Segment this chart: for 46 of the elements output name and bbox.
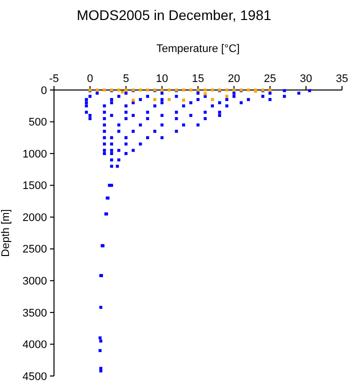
point [246,88,250,92]
y-tick-label: 0 [40,84,47,97]
point [225,94,228,98]
chart-title: MODS2005 in December, 1981 [76,7,272,23]
y-tick-label: 3000 [22,276,47,288]
point [232,88,236,92]
y-tick-label: 1500 [22,180,47,192]
point [120,90,124,94]
point [117,88,120,92]
y-tick-label: 4000 [22,339,47,352]
point [160,88,164,92]
y-tick-label: 1000 [22,148,47,160]
x-tick-label: -5 [49,73,59,85]
point [189,88,192,92]
point [182,88,186,92]
point [124,88,128,92]
x-tick-label: 10 [156,73,168,85]
y-axis-title: Depth [m] [0,209,12,257]
y-tick-label: 3500 [22,307,47,320]
point [210,98,214,102]
y-tick-label: 2500 [22,244,47,256]
point [132,98,135,102]
point [168,98,171,102]
point [138,88,142,92]
y-tick-label: 500 [28,116,47,129]
x-axis-title: Temperature [°C] [156,43,240,55]
x-tick-label: 5 [122,73,130,85]
point [153,98,156,102]
point [168,88,171,92]
x-tick-label: 25 [264,73,276,85]
point [96,88,99,92]
x-tick-label: 35 [336,73,348,85]
x-tick-label: 0 [86,73,94,85]
point [210,88,214,92]
x-tick-label: 30 [300,73,312,85]
point [225,88,228,92]
point [182,98,186,102]
point [204,92,207,96]
y-tick-label: 2000 [22,212,47,224]
x-tick-label: 20 [228,73,240,85]
point [268,88,272,92]
point [102,88,106,92]
y-tick-label: 4500 [22,370,47,383]
x-tick-label: 15 [192,73,204,85]
point [204,88,207,92]
point [146,88,150,92]
